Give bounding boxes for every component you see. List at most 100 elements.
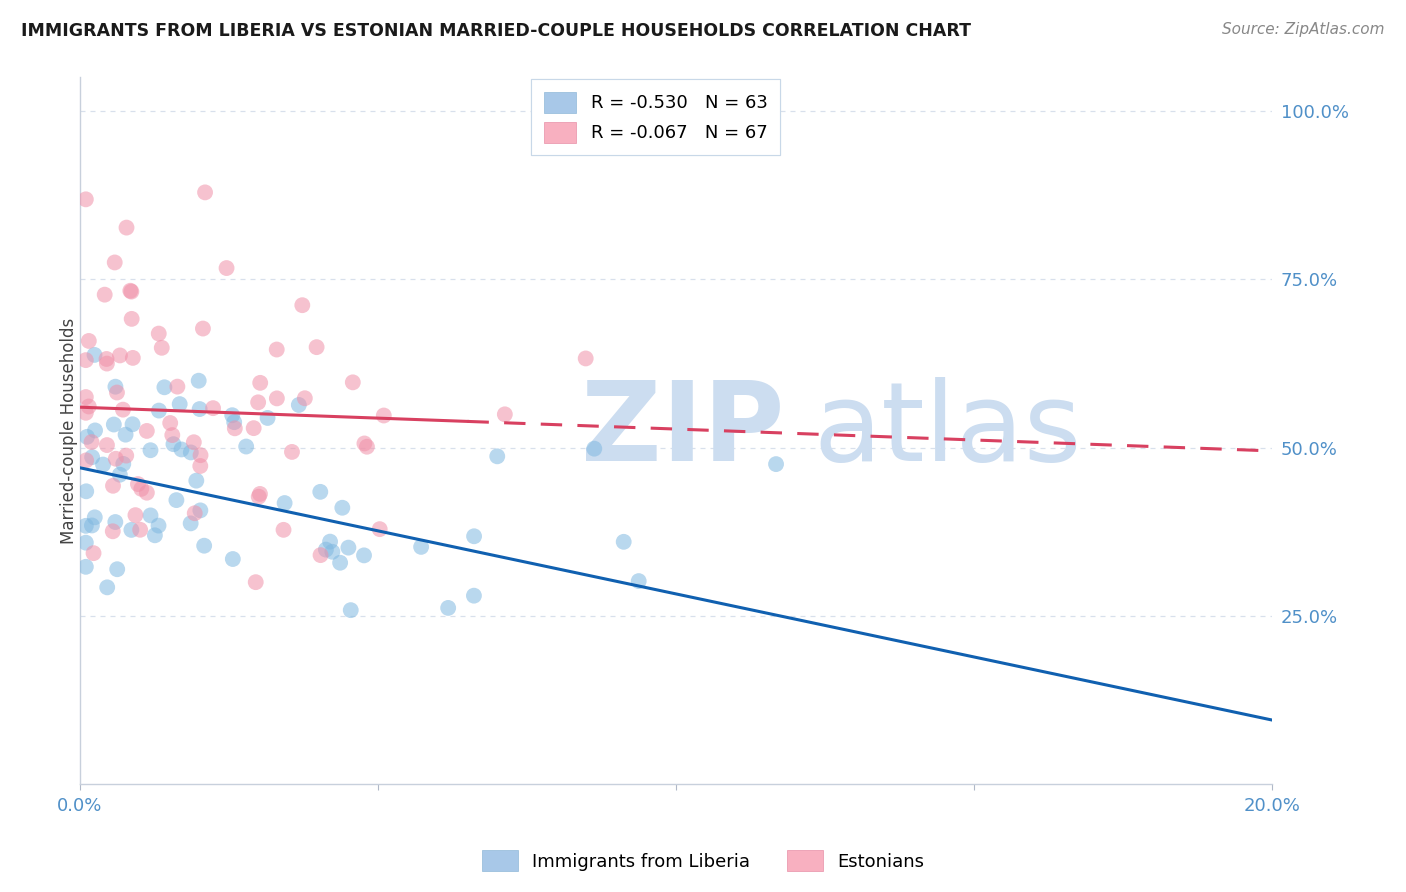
Point [180, 445, 202, 459]
Point [247, 490, 270, 504]
Point [309, 548, 332, 562]
Point [266, 343, 288, 357]
Point [120, 284, 142, 298]
Point [765, 457, 787, 471]
Point [135, 424, 157, 438]
Point [180, 516, 202, 531]
Point [169, 397, 191, 411]
Point [165, 493, 187, 508]
Point [337, 541, 360, 555]
Point [75, 353, 97, 368]
Point [215, 261, 238, 276]
Point [96, 438, 118, 452]
Y-axis label: Married-couple Households: Married-couple Households [60, 318, 77, 544]
Point [121, 311, 143, 326]
Point [96, 580, 118, 594]
Point [224, 415, 246, 429]
Point [101, 479, 124, 493]
Point [575, 351, 598, 366]
Point [221, 408, 243, 422]
Point [191, 321, 214, 335]
Point [103, 417, 125, 432]
Point [101, 524, 124, 539]
Point [93, 287, 115, 301]
Point [115, 449, 138, 463]
Point [104, 515, 127, 529]
Point [127, 477, 149, 491]
Text: atlas: atlas [813, 377, 1081, 484]
Point [583, 442, 606, 456]
Point [247, 395, 270, 409]
Point [166, 379, 188, 393]
Point [112, 457, 135, 471]
Point [245, 575, 267, 590]
Point [411, 540, 433, 554]
Point [104, 255, 127, 269]
Point [613, 534, 636, 549]
Point [170, 442, 193, 457]
Point [224, 421, 246, 435]
Point [76, 430, 98, 444]
Point [75, 484, 97, 499]
Point [75, 559, 97, 574]
Point [242, 421, 264, 435]
Point [115, 220, 138, 235]
Point [186, 474, 208, 488]
Point [437, 601, 460, 615]
Point [108, 467, 131, 482]
Point [148, 518, 170, 533]
Point [190, 448, 212, 462]
Point [193, 539, 215, 553]
Point [77, 334, 100, 348]
Point [356, 440, 378, 454]
Point [75, 518, 97, 533]
Point [188, 458, 211, 473]
Point [143, 528, 166, 542]
Point [129, 523, 152, 537]
Point [342, 376, 364, 390]
Point [463, 589, 485, 603]
Point [104, 380, 127, 394]
Point [249, 487, 271, 501]
Point [148, 403, 170, 417]
Point [187, 374, 209, 388]
Point [249, 376, 271, 390]
Point [105, 385, 128, 400]
Point [139, 443, 162, 458]
Point [294, 391, 316, 405]
Point [153, 380, 176, 394]
Point [222, 552, 245, 566]
Point [105, 562, 128, 576]
Point [184, 506, 207, 520]
Point [353, 436, 375, 450]
Point [305, 340, 328, 354]
Point [188, 503, 211, 517]
Point [75, 535, 97, 549]
Point [96, 357, 118, 371]
Point [96, 351, 118, 366]
Point [129, 482, 152, 496]
Point [120, 285, 142, 299]
Point [627, 574, 650, 588]
Point [273, 523, 295, 537]
Point [114, 427, 136, 442]
Point [139, 508, 162, 523]
Point [235, 440, 257, 454]
Point [330, 500, 353, 515]
Point [353, 549, 375, 563]
Point [162, 428, 184, 442]
Point [124, 508, 146, 523]
Point [150, 341, 173, 355]
Point [84, 424, 107, 438]
Point [373, 409, 395, 423]
Point [256, 411, 278, 425]
Point [486, 450, 509, 464]
Point [75, 390, 97, 404]
Text: Source: ZipAtlas.com: Source: ZipAtlas.com [1222, 22, 1385, 37]
Legend: R = -0.530   N = 63, R = -0.067   N = 67: R = -0.530 N = 63, R = -0.067 N = 67 [531, 79, 780, 155]
Point [281, 445, 304, 459]
Point [111, 402, 134, 417]
Point [75, 406, 97, 420]
Point [83, 510, 105, 524]
Point [121, 417, 143, 432]
